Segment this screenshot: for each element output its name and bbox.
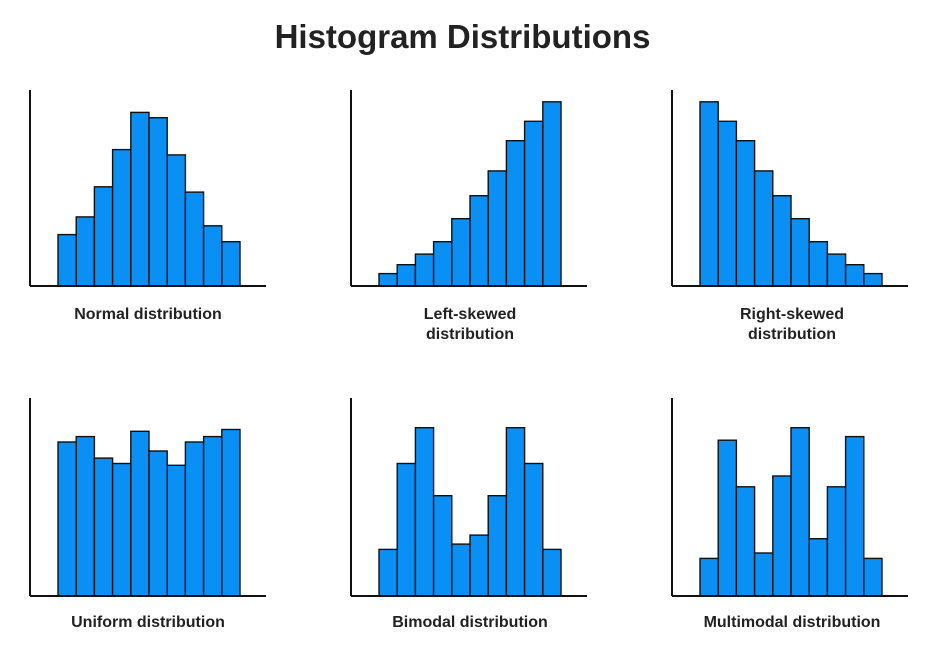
histogram-bar [111, 148, 132, 287]
histogram-bar [735, 486, 756, 597]
page-title: Histogram Distributions [274, 18, 651, 55]
histogram-bar [753, 552, 774, 597]
histogram-bar [75, 435, 96, 597]
histogram-bar [844, 263, 865, 287]
caption-left-skewed: Left-skewed distribution [423, 306, 517, 343]
caption-bimodal: Bimodal distribution [392, 614, 548, 631]
histogram-bar [505, 427, 526, 597]
histogram-bar [184, 441, 205, 597]
histogram-bar [542, 101, 562, 287]
histogram-bar [735, 140, 756, 287]
histogram-bar [863, 557, 883, 597]
histogram-bar [93, 186, 114, 287]
histogram-bar [202, 435, 223, 597]
histogram-bar [699, 557, 719, 597]
caption-multimodal: Multimodal distribution [703, 614, 881, 631]
histogram-normal [29, 90, 266, 287]
histogram-bar [57, 233, 77, 287]
chart-normal [28, 88, 318, 308]
histogram-bar [523, 120, 544, 287]
histogram-right-skewed [671, 90, 908, 287]
histogram-bar [130, 111, 150, 287]
histogram-bar [772, 194, 792, 287]
histogram-bar [221, 428, 241, 597]
histogram-bar [184, 191, 205, 287]
caption-normal: Normal distribution [74, 306, 222, 323]
histogram-bar [396, 263, 417, 287]
histogram-bar [790, 217, 810, 287]
histogram-bar [523, 462, 544, 597]
chart-uniform [28, 396, 318, 616]
histogram-bar [148, 450, 168, 597]
histogram-bar [772, 475, 792, 597]
histogram-bar [432, 240, 453, 287]
chart-multimodal [670, 396, 925, 616]
histogram-bar [414, 427, 435, 597]
histogram-bar [863, 272, 883, 287]
histogram-bar [753, 170, 774, 287]
histogram-bar [542, 548, 562, 597]
histogram-uniform [29, 398, 266, 597]
histogram-bar [166, 464, 187, 597]
histogram-bar [202, 225, 223, 287]
caption-uniform: Uniform distribution [71, 614, 225, 631]
chart-left-skewed [349, 88, 639, 308]
histogram-bar [378, 272, 398, 287]
histogram-bar [414, 253, 435, 287]
histogram-bar [469, 534, 489, 597]
histogram-bar [487, 170, 508, 287]
histogram-bar [396, 462, 417, 597]
histogram-bar [826, 253, 847, 287]
histogram-bar [378, 548, 398, 597]
histogram-bar [75, 216, 96, 287]
histogram-bar [221, 240, 241, 287]
histogram-bar [451, 543, 471, 597]
histogram-bar [130, 430, 150, 597]
histogram-bar [808, 537, 829, 597]
chart-bimodal [349, 396, 639, 616]
histogram-bar [808, 240, 829, 287]
histogram-bimodal [350, 398, 587, 597]
histogram-bar [432, 494, 453, 597]
histogram-bar [790, 427, 810, 597]
histogram-bar [57, 441, 77, 597]
histogram-bar [717, 120, 738, 287]
histogram-bar [451, 217, 471, 287]
caption-right-skewed: Right-skewed distribution [739, 306, 844, 343]
histogram-left-skewed [350, 90, 587, 287]
histogram-bar [717, 439, 738, 597]
histogram-bar [469, 194, 489, 287]
histogram-bar [699, 101, 719, 287]
histogram-bar [111, 462, 132, 597]
histogram-bar [844, 435, 865, 597]
histogram-bar [826, 486, 847, 597]
histogram-multimodal [671, 398, 908, 597]
histogram-bar [487, 494, 508, 597]
histogram-bar [93, 457, 114, 597]
histogram-bar [166, 154, 187, 287]
histogram-bar [148, 117, 168, 287]
histogram-bar [505, 140, 526, 287]
chart-right-skewed [670, 88, 925, 308]
